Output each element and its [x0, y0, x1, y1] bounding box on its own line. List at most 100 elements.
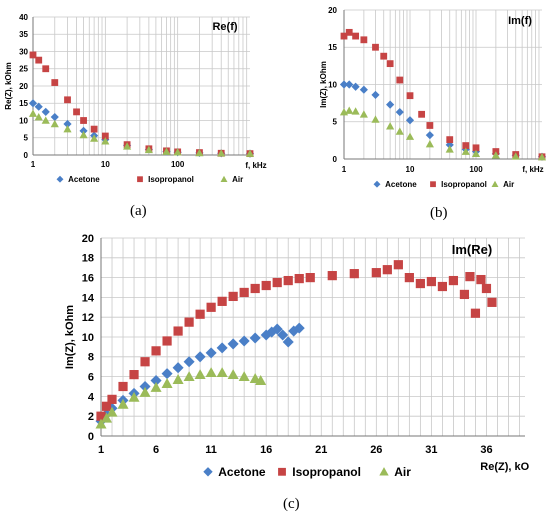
y-tick-label: 10 — [82, 332, 94, 344]
data-point — [294, 273, 304, 284]
legend-label-isopropanol: Isopropanol — [292, 465, 361, 479]
legend-marker-acetone — [56, 175, 64, 183]
data-point — [238, 371, 250, 382]
data-point — [327, 271, 337, 281]
legend-label-acetone: Acetone — [68, 175, 100, 184]
data-point — [250, 283, 260, 294]
data-point — [282, 336, 294, 348]
data-point — [537, 153, 547, 161]
legend-marker-isopropanol — [137, 176, 143, 183]
data-point — [380, 52, 388, 60]
data-point — [162, 336, 172, 346]
data-point — [371, 268, 381, 278]
data-point — [249, 332, 261, 344]
y-tick-label: 8 — [88, 352, 94, 364]
data-point — [396, 76, 404, 84]
y-axis-label: Im(Z), kOhm — [64, 305, 76, 369]
data-point — [173, 326, 183, 336]
data-point — [101, 401, 112, 411]
data-point — [64, 96, 71, 104]
y-tick-label: 20 — [328, 6, 337, 15]
y-axis-label: Im(Z), kOhm — [319, 61, 328, 108]
data-point — [90, 134, 99, 142]
data-point — [139, 380, 151, 393]
data-point — [90, 125, 98, 133]
data-point — [418, 110, 426, 118]
data-point — [162, 147, 171, 155]
data-point — [487, 297, 497, 307]
data-point — [446, 136, 454, 144]
data-point — [28, 99, 38, 108]
data-point — [386, 100, 395, 109]
y-tick-label: 5 — [24, 134, 29, 143]
x-tick-label: 36 — [480, 444, 492, 456]
x-tick-label: 16 — [260, 444, 272, 456]
data-point — [437, 281, 448, 292]
series-air — [28, 109, 255, 157]
data-point — [29, 51, 37, 59]
data-point — [101, 137, 110, 145]
data-point — [272, 277, 282, 288]
data-point — [459, 289, 470, 300]
series-acetone — [28, 99, 255, 158]
caption-b: (b) — [430, 205, 448, 221]
series-isopropanol — [96, 260, 497, 421]
data-point — [150, 381, 162, 392]
chart-title: Im(Re) — [452, 242, 492, 257]
data-point — [351, 82, 360, 91]
chart-title: Im(f) — [508, 15, 532, 27]
legend-label-air: Air — [394, 465, 411, 479]
y-tick-label: 5 — [333, 118, 338, 127]
data-point — [206, 302, 216, 312]
legend-marker-acetone — [203, 467, 213, 477]
x-axis-label: f, kHz — [245, 161, 266, 170]
x-tick-label: 10 — [406, 165, 415, 174]
data-point — [128, 391, 140, 402]
data-point — [352, 32, 360, 40]
data-point — [144, 145, 153, 154]
x-tick-label: 100 — [469, 165, 483, 174]
data-point — [481, 283, 492, 294]
chart-a: 0 5 10 15 20 25 30 35 40 1 10 100 Re(f) f, kHz Re(Z), … — [4, 13, 267, 184]
data-point — [41, 107, 50, 116]
data-point — [511, 152, 520, 160]
data-point — [351, 107, 360, 115]
data-point — [426, 122, 434, 129]
data-point — [217, 296, 227, 306]
data-point — [139, 386, 151, 397]
chart-b: 0 5 10 15 20 1 10 100 Im(f) f, kHz Im(Z), kOhm Acet… — [319, 6, 547, 189]
data-point — [425, 140, 434, 148]
data-point — [41, 116, 50, 124]
data-point — [472, 144, 480, 152]
legend-label-acetone: Acetone — [385, 180, 417, 189]
data-point — [405, 132, 415, 140]
data-point — [173, 148, 182, 156]
data-point — [476, 274, 486, 285]
x-tick-label: 31 — [425, 444, 437, 456]
data-point — [255, 375, 267, 385]
data-point — [216, 342, 228, 354]
legend-label-air: Air — [232, 175, 243, 184]
data-point — [371, 115, 380, 123]
data-point — [123, 142, 132, 150]
y-tick-label: 10 — [19, 116, 28, 125]
legend-marker-acetone — [373, 180, 381, 188]
data-point — [129, 370, 139, 380]
data-point — [100, 412, 113, 423]
data-point — [96, 411, 106, 421]
data-point — [245, 149, 255, 157]
data-point — [184, 317, 194, 327]
y-tick-label: 20 — [19, 82, 28, 91]
data-point — [183, 371, 195, 382]
series-air — [339, 106, 547, 161]
data-point — [195, 148, 204, 157]
data-point — [183, 356, 195, 368]
data-point — [426, 276, 436, 287]
x-tick-label: 1 — [31, 160, 36, 169]
y-axis-label: Re(Z), kOhm — [4, 62, 13, 110]
legend-marker-isopropanol — [430, 181, 436, 188]
data-point — [172, 362, 184, 374]
data-point — [161, 368, 173, 380]
data-point — [461, 147, 470, 155]
